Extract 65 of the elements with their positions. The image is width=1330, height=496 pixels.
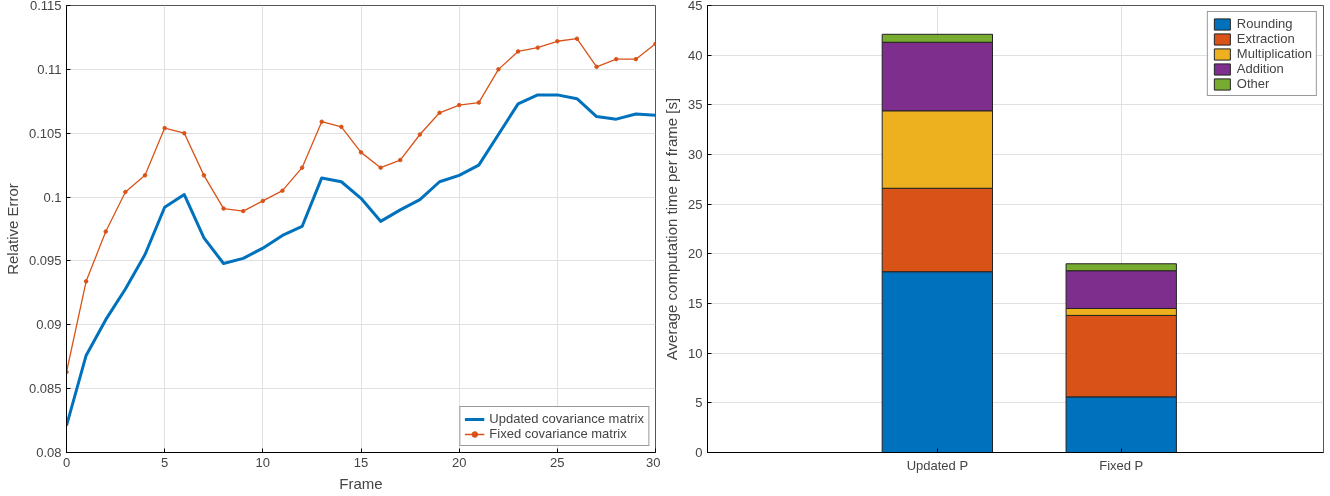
- y-tick-label: 0.085: [28, 381, 62, 397]
- y-axis-title: Average computation time per frame [s]: [663, 97, 681, 361]
- point: [437, 110, 442, 116]
- y-tick-label: 20: [688, 246, 703, 262]
- point: [456, 102, 462, 108]
- point: [339, 124, 344, 130]
- point: [319, 119, 324, 124]
- legend-label: Rounding: [1236, 16, 1293, 31]
- legend-label: Addition: [1236, 61, 1284, 76]
- point: [535, 45, 540, 50]
- legend-label: Fixed covariance matrix: [489, 426, 627, 441]
- y-tick-label: 0.11: [37, 61, 62, 77]
- point: [182, 130, 187, 136]
- y-tick-label: 0.095: [28, 253, 62, 269]
- point: [417, 132, 423, 137]
- point: [260, 198, 266, 204]
- line-series: [66, 93, 656, 428]
- point: [221, 206, 226, 211]
- point: [613, 56, 619, 62]
- x-tick-label: Updated P: [906, 457, 969, 473]
- point: [240, 208, 246, 214]
- point: [378, 165, 383, 170]
- point: [103, 229, 109, 234]
- x-tick-label: 30: [646, 454, 661, 470]
- point: [299, 165, 305, 170]
- y-tick-label: 0.1: [43, 189, 62, 205]
- point: [496, 67, 501, 72]
- x-tick-label: Fixed P: [1099, 457, 1144, 473]
- point: [574, 36, 580, 41]
- legend-label: Updated covariance matrix: [489, 411, 644, 426]
- y-tick-label: 15: [688, 296, 703, 311]
- y-tick-label: 0.115: [29, 0, 62, 13]
- y-tick-label: 0.09: [36, 317, 62, 333]
- point: [358, 150, 364, 155]
- point: [123, 189, 128, 195]
- point: [633, 56, 639, 62]
- x-tick-label: 20: [451, 454, 467, 470]
- y-tick-label: 35: [688, 97, 703, 113]
- y-axis-title: Relative Error: [3, 183, 21, 275]
- legend-label: Multiplication: [1236, 46, 1312, 61]
- point: [515, 49, 521, 54]
- legend-label: Extraction: [1236, 31, 1295, 46]
- point: [476, 100, 482, 105]
- y-tick-label: 0.08: [36, 445, 62, 460]
- point: [201, 173, 207, 178]
- legend-label: Other: [1236, 76, 1270, 91]
- y-tick-label: 10: [688, 345, 703, 361]
- point: [142, 173, 148, 178]
- point: [555, 39, 560, 44]
- y-tick-label: 40: [688, 47, 703, 63]
- x-tick-label: 25: [550, 454, 565, 470]
- y-tick-label: 45: [688, 0, 703, 13]
- x-tick-label: 10: [255, 454, 271, 470]
- y-tick-label: 0.105: [28, 125, 62, 141]
- point: [280, 188, 285, 193]
- point: [398, 157, 403, 163]
- y-tick-label: 5: [695, 395, 703, 411]
- y-tick-label: 30: [688, 147, 703, 162]
- y-tick-label: 25: [688, 196, 703, 212]
- point: [594, 64, 599, 70]
- x-axis-title: Frame: [339, 474, 383, 492]
- point: [162, 125, 167, 131]
- point: [83, 279, 89, 284]
- x-tick-label: 15: [353, 454, 369, 470]
- x-tick-label: 5: [161, 454, 169, 470]
